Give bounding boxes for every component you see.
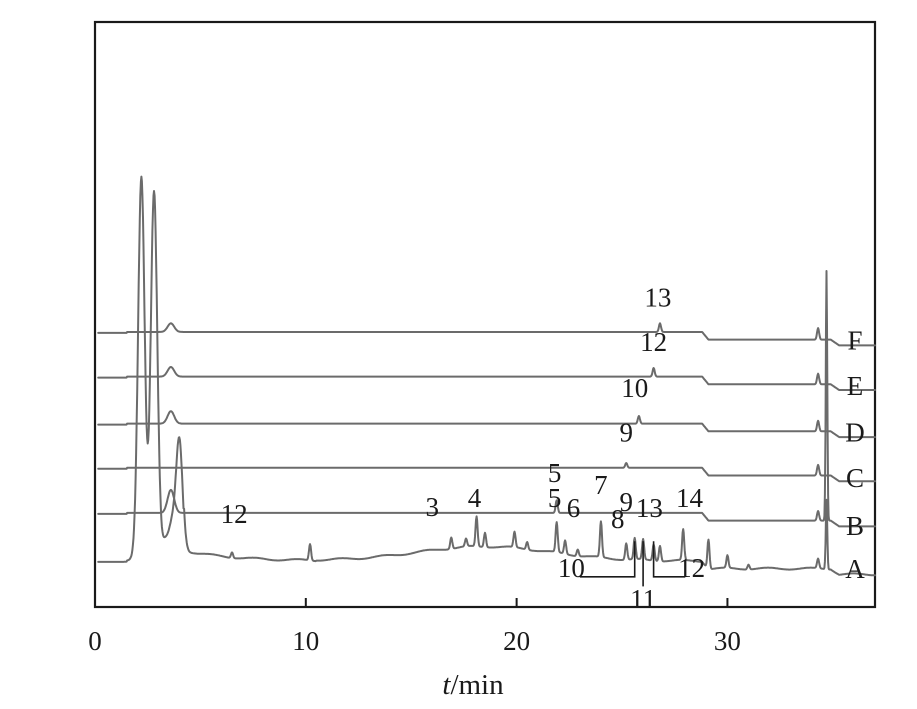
peak-label: 12 [678,553,705,583]
peak-label: 11 [630,584,656,614]
x-tick-label: 10 [292,626,319,656]
trace-e [97,366,876,391]
peak-leader-line [652,541,686,578]
peak-label: 9 [619,487,633,517]
peak-label: 12 [640,327,667,357]
peak-leader-line [579,541,636,578]
x-tick-label: 20 [503,626,530,656]
trace-label-b: B [846,511,864,541]
x-axis-label: t/min [442,669,504,701]
peak-label: 13 [644,283,671,313]
trace-label-c: C [846,463,864,493]
trace-d [97,410,876,439]
peak-label: 13 [636,493,663,523]
trace-label-a: A [845,554,865,584]
peak-label: 8 [611,504,625,534]
trace-b [97,270,876,528]
trace-label-d: D [845,417,865,447]
peak-label: 7 [594,470,608,500]
x-tick-label: 0 [88,626,102,656]
peak-label: 10 [558,553,585,583]
peak-label: 12 [221,499,248,529]
peak-label: 5 [548,483,562,513]
peak-label: 3 [426,492,440,522]
peak-label: 4 [468,483,482,513]
trace-label-e: E [847,371,864,401]
trace-c [97,462,876,483]
trace-label-f: F [847,326,862,356]
x-axis-ticks: 0 10 20 30 [88,598,741,656]
trace-f [97,322,876,347]
peak-label: 10 [621,373,648,403]
trace-a [97,175,876,577]
peak-label: 5 [548,458,562,488]
peak-label: 6 [567,493,581,523]
trace-group [97,175,876,577]
peak-label: 14 [676,483,704,513]
peak-label: 9 [619,417,633,447]
plot-frame [93,20,877,609]
x-tick-label: 30 [714,626,741,656]
